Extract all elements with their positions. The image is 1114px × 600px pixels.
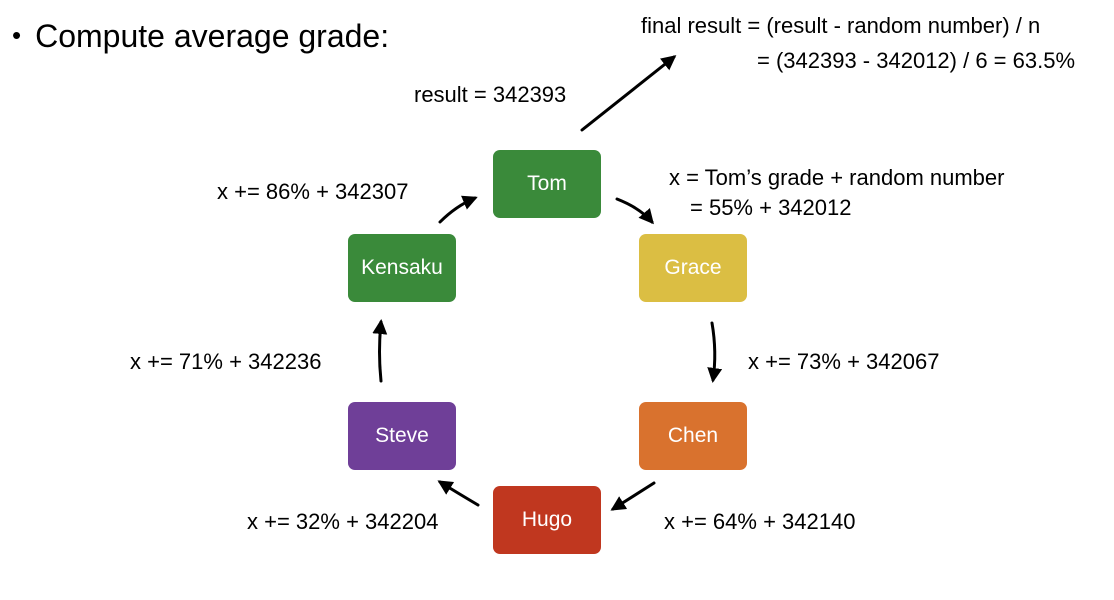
node-steve: Steve bbox=[348, 402, 456, 470]
arrow-tom-to-grace bbox=[615, 197, 654, 225]
edge-label-tom-grace-line1: x = Tom’s grade + random number bbox=[669, 165, 1005, 190]
node-tom-label: Tom bbox=[527, 172, 567, 195]
arrow-kensaku-to-tom bbox=[438, 195, 478, 224]
arrow-grace-to-chen bbox=[707, 321, 723, 383]
edge-label-hugo-steve: x += 32% + 342204 bbox=[247, 509, 439, 534]
result-label: result = 342393 bbox=[414, 82, 567, 107]
node-grace-label: Grace bbox=[664, 256, 722, 279]
edge-label-chen-hugo: x += 64% + 342140 bbox=[664, 509, 856, 534]
node-grace: Grace bbox=[639, 234, 747, 302]
node-hugo-label: Hugo bbox=[521, 508, 573, 531]
heading-text: Compute average grade: bbox=[35, 18, 390, 54]
edge-label-tom-grace-line2: = 55% + 342012 bbox=[690, 195, 852, 220]
node-steve-label: Steve bbox=[375, 424, 429, 447]
node-tom: Tom bbox=[493, 150, 601, 218]
node-chen-label: Chen bbox=[667, 424, 719, 447]
bullet-dot: • bbox=[12, 20, 22, 50]
arrow-chen-to-hugo bbox=[610, 481, 656, 511]
node-kensaku: Kensaku bbox=[348, 234, 456, 302]
node-kensaku-label: Kensaku bbox=[361, 256, 443, 279]
edge-label-steve-kensaku: x += 71% + 342236 bbox=[130, 349, 322, 374]
edge-label-grace-chen: x += 73% + 342067 bbox=[748, 349, 940, 374]
final-result-line1: final result = (result - random number) … bbox=[641, 13, 1041, 38]
arrow-to-final-result bbox=[580, 55, 677, 132]
node-hugo: Hugo bbox=[493, 486, 601, 554]
edge-label-kensaku-tom: x += 86% + 342307 bbox=[217, 179, 409, 204]
node-chen: Chen bbox=[639, 402, 747, 470]
arrow-hugo-to-steve bbox=[437, 480, 480, 507]
arrow-steve-to-kensaku bbox=[372, 319, 388, 383]
final-result-line2: = (342393 - 342012) / 6 = 63.5% bbox=[757, 48, 1076, 73]
heading: • Compute average grade: bbox=[12, 18, 389, 55]
